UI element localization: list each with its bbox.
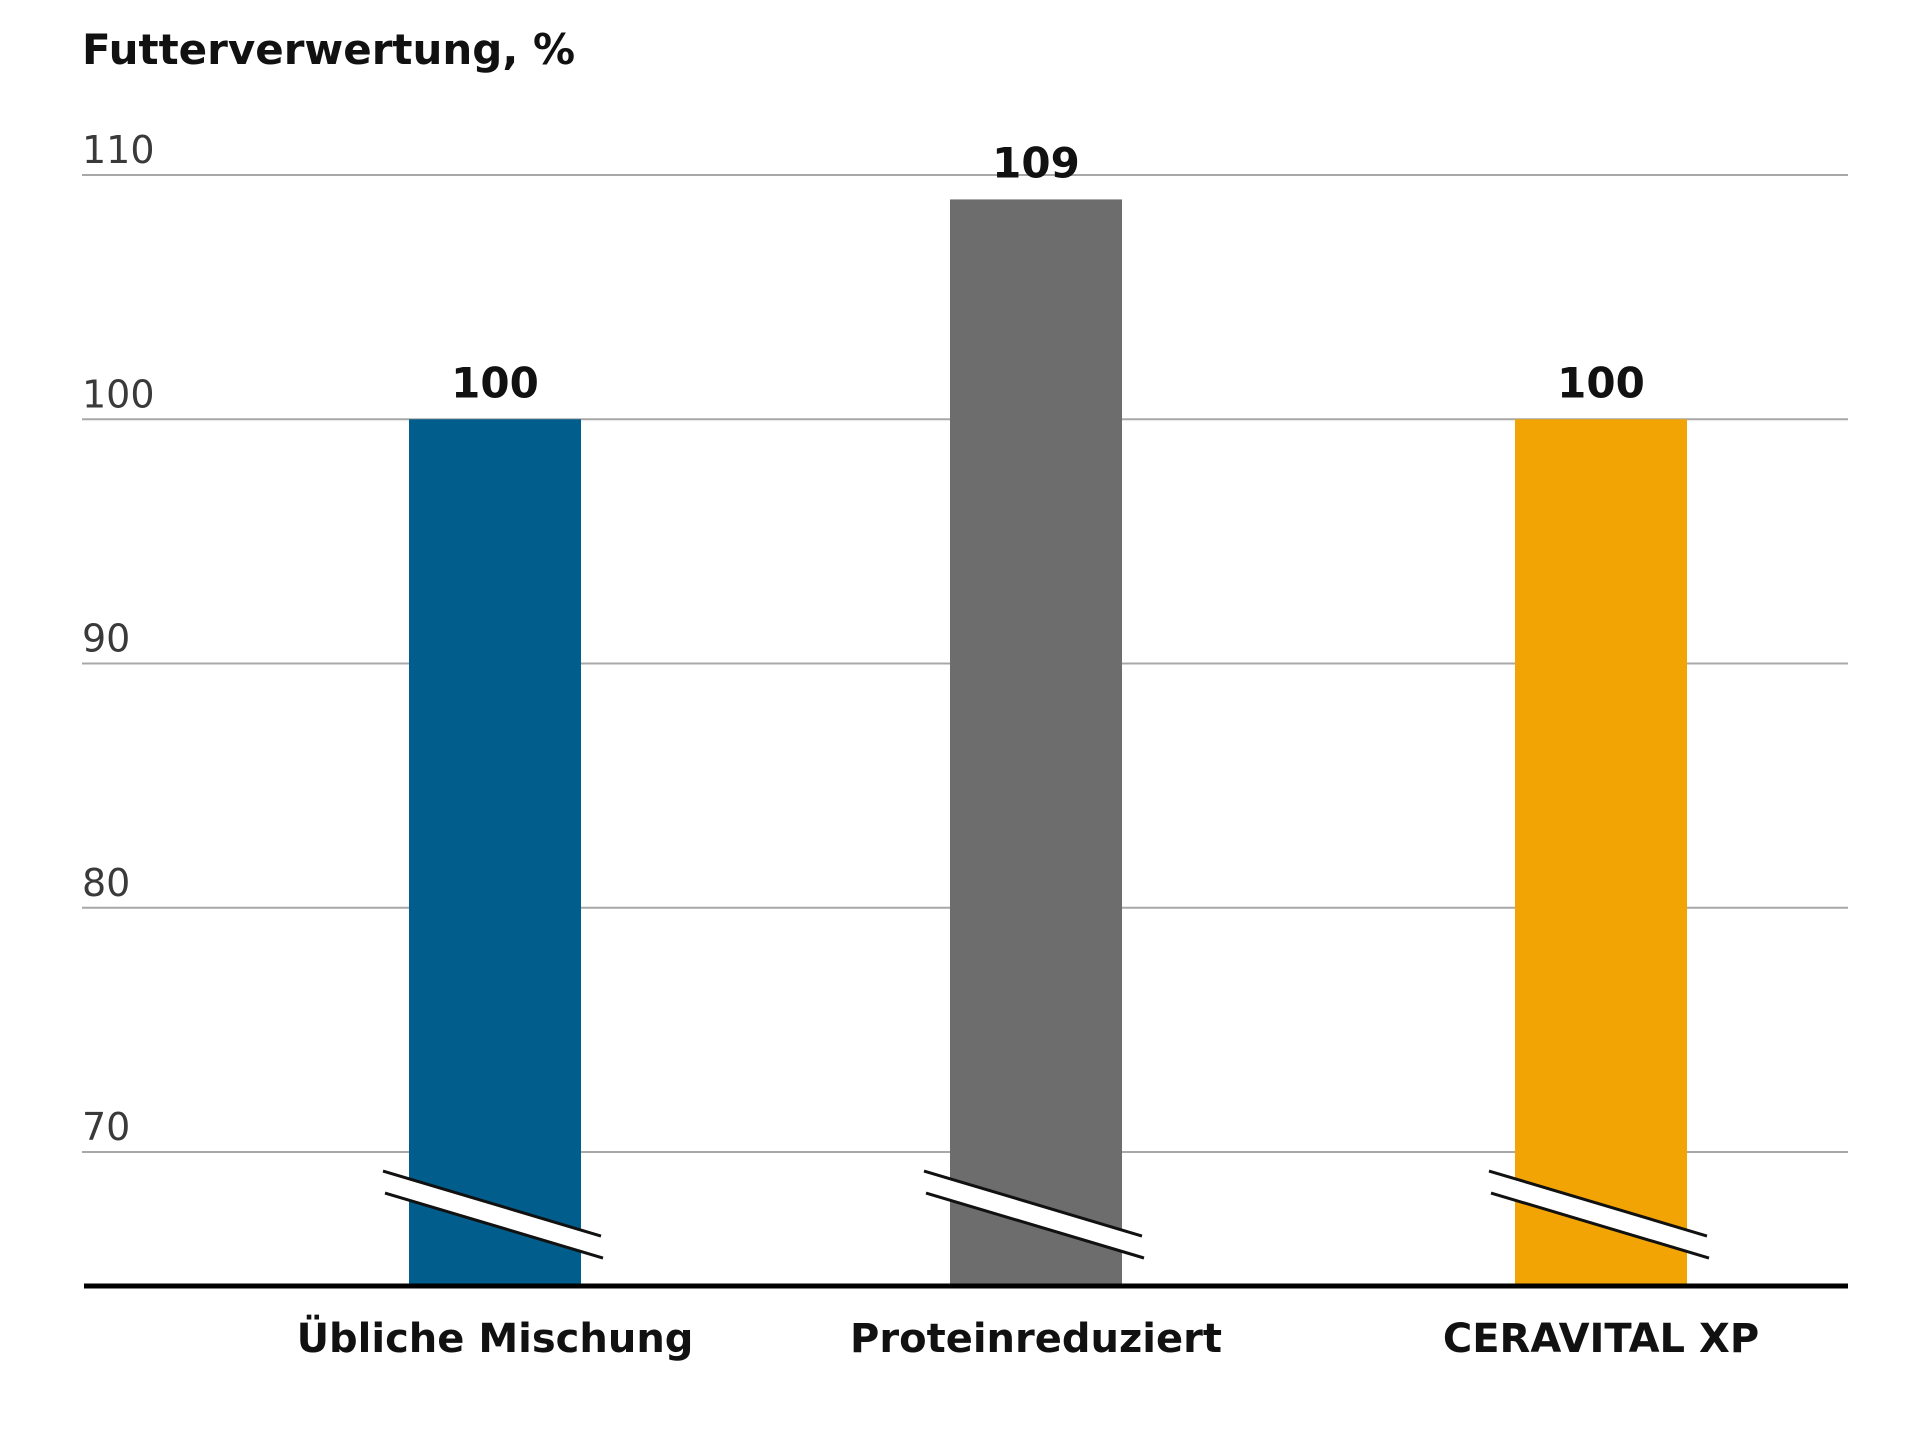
value-label: 109 xyxy=(992,138,1080,187)
axis-break-line xyxy=(923,1169,1143,1238)
axis-break-line xyxy=(384,1191,604,1260)
axis-break-line xyxy=(1490,1191,1710,1260)
x-tick-label: Übliche Mischung xyxy=(297,1314,694,1362)
y-tick-label: 110 xyxy=(82,128,155,172)
y-axis-ticks: 70 80 90 100 110 xyxy=(82,128,155,1149)
value-label: 100 xyxy=(451,358,539,407)
axis-break-line xyxy=(925,1191,1145,1260)
value-label: 100 xyxy=(1557,358,1645,407)
value-labels: 100 109 100 xyxy=(451,138,1645,407)
bars xyxy=(409,199,1687,1286)
y-tick-label: 70 xyxy=(82,1105,130,1149)
axis-break-line xyxy=(1488,1169,1708,1238)
y-tick-label: 80 xyxy=(82,861,130,905)
x-tick-label: CERAVITAL XP xyxy=(1443,1316,1759,1362)
axis-break-gap xyxy=(1489,1171,1709,1258)
chart-title: Futterverwertung, % xyxy=(82,25,575,74)
y-tick-label: 90 xyxy=(82,617,130,661)
x-axis-ticks: Übliche Mischung Proteinreduziert CERAVITA… xyxy=(84,1283,1848,1362)
bar xyxy=(409,419,581,1286)
axis-break-line xyxy=(382,1169,602,1238)
y-tick-label: 100 xyxy=(82,372,155,416)
bar xyxy=(950,199,1122,1286)
axis-break-marks xyxy=(382,1169,1710,1260)
bar xyxy=(1515,419,1687,1286)
axis-break-gap xyxy=(383,1171,603,1258)
x-tick-label: Proteinreduziert xyxy=(850,1316,1222,1362)
axis-break-gap xyxy=(924,1171,1144,1258)
